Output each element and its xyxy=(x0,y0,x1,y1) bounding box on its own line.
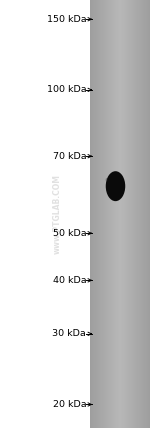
Bar xyxy=(149,0,150,428)
Bar xyxy=(113,0,114,428)
Bar xyxy=(106,0,107,428)
Bar xyxy=(111,0,112,428)
Bar xyxy=(136,0,137,428)
Bar xyxy=(132,0,133,428)
Bar xyxy=(145,0,146,428)
Bar xyxy=(142,0,143,428)
Bar xyxy=(98,0,99,428)
Bar xyxy=(134,0,135,428)
Bar xyxy=(121,0,122,428)
Bar xyxy=(127,0,128,428)
Bar xyxy=(101,0,102,428)
Ellipse shape xyxy=(106,178,107,181)
Bar xyxy=(137,0,138,428)
Bar xyxy=(139,0,140,428)
Bar xyxy=(110,0,111,428)
Bar xyxy=(104,0,105,428)
Text: 100 kDa: 100 kDa xyxy=(47,85,86,95)
Bar xyxy=(119,0,120,428)
Bar xyxy=(91,0,92,428)
Bar xyxy=(102,0,103,428)
Bar xyxy=(117,0,118,428)
Text: 30 kDa: 30 kDa xyxy=(52,329,86,339)
Text: 40 kDa: 40 kDa xyxy=(53,276,86,285)
Bar xyxy=(130,0,131,428)
Bar xyxy=(126,0,127,428)
Text: 50 kDa: 50 kDa xyxy=(53,229,86,238)
Bar xyxy=(124,0,125,428)
Bar xyxy=(92,0,93,428)
Text: www.PTGLAB.COM: www.PTGLAB.COM xyxy=(52,174,62,254)
Bar xyxy=(107,0,108,428)
Bar xyxy=(138,0,139,428)
Bar xyxy=(103,0,104,428)
Bar xyxy=(90,0,91,428)
Bar xyxy=(147,0,148,428)
Bar xyxy=(141,0,142,428)
Text: 70 kDa: 70 kDa xyxy=(53,152,86,161)
Bar xyxy=(99,0,100,428)
Bar xyxy=(96,0,97,428)
Bar xyxy=(97,0,98,428)
Bar xyxy=(131,0,132,428)
Bar xyxy=(123,0,124,428)
Bar xyxy=(114,0,115,428)
Ellipse shape xyxy=(106,171,125,201)
Bar xyxy=(143,0,144,428)
Bar xyxy=(129,0,130,428)
Bar xyxy=(128,0,129,428)
Bar xyxy=(100,0,101,428)
Text: 150 kDa: 150 kDa xyxy=(47,15,86,24)
Bar xyxy=(95,0,96,428)
Bar xyxy=(140,0,141,428)
Bar xyxy=(105,0,106,428)
Bar xyxy=(118,0,119,428)
Bar xyxy=(115,0,116,428)
Bar xyxy=(148,0,149,428)
Bar xyxy=(133,0,134,428)
Bar xyxy=(109,0,110,428)
Bar xyxy=(135,0,136,428)
Bar xyxy=(122,0,123,428)
Bar xyxy=(120,0,121,428)
Bar xyxy=(116,0,117,428)
Bar xyxy=(146,0,147,428)
Text: 20 kDa: 20 kDa xyxy=(53,400,86,409)
Bar xyxy=(112,0,113,428)
Bar xyxy=(93,0,94,428)
Bar xyxy=(94,0,95,428)
Bar xyxy=(125,0,126,428)
Bar xyxy=(108,0,109,428)
Bar xyxy=(144,0,145,428)
